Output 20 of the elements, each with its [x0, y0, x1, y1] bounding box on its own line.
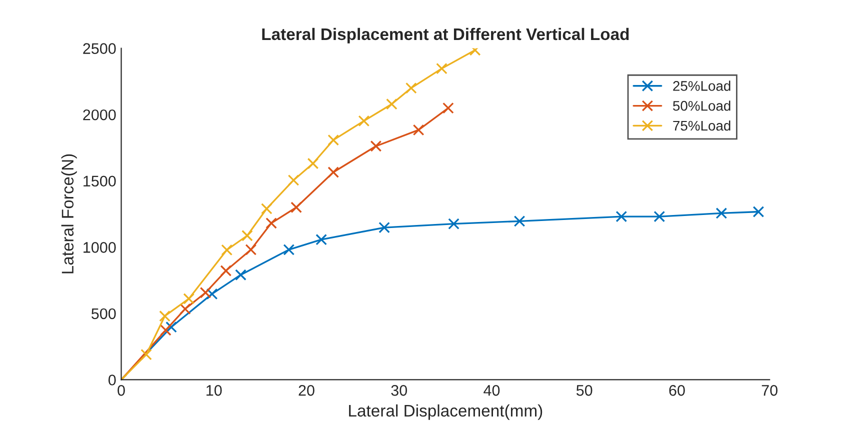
- y-tick-label: 500: [92, 308, 116, 320]
- y-tick-label: 1500: [84, 176, 116, 187]
- x-tick-label: 20: [298, 385, 314, 396]
- x-tick-label: 30: [391, 385, 408, 396]
- x-tick-label: 40: [484, 385, 500, 396]
- legend-label: 75%Load: [673, 120, 730, 131]
- x-tick-label: 10: [206, 385, 222, 396]
- y-tick-label: 2500: [83, 43, 116, 54]
- y-tick-label: 2000: [83, 109, 116, 120]
- x-tick-label: 50: [576, 385, 592, 396]
- x-tick-label: 60: [669, 385, 685, 396]
- x-tick-label: 0: [118, 385, 125, 396]
- y-tick-label: 0: [108, 374, 116, 386]
- chart-title: Lateral Displacement at Different Vertical Load: [262, 28, 629, 44]
- x-tick-label: 70: [762, 385, 778, 396]
- y-tick-label: 1000: [84, 242, 116, 253]
- legend-label: 25%Load: [673, 80, 730, 91]
- legend-label: 50%Load: [673, 100, 730, 111]
- y-axis-title: Lateral Force(N): [61, 154, 77, 274]
- x-axis-title: Lateral Displacement(mm): [349, 404, 542, 420]
